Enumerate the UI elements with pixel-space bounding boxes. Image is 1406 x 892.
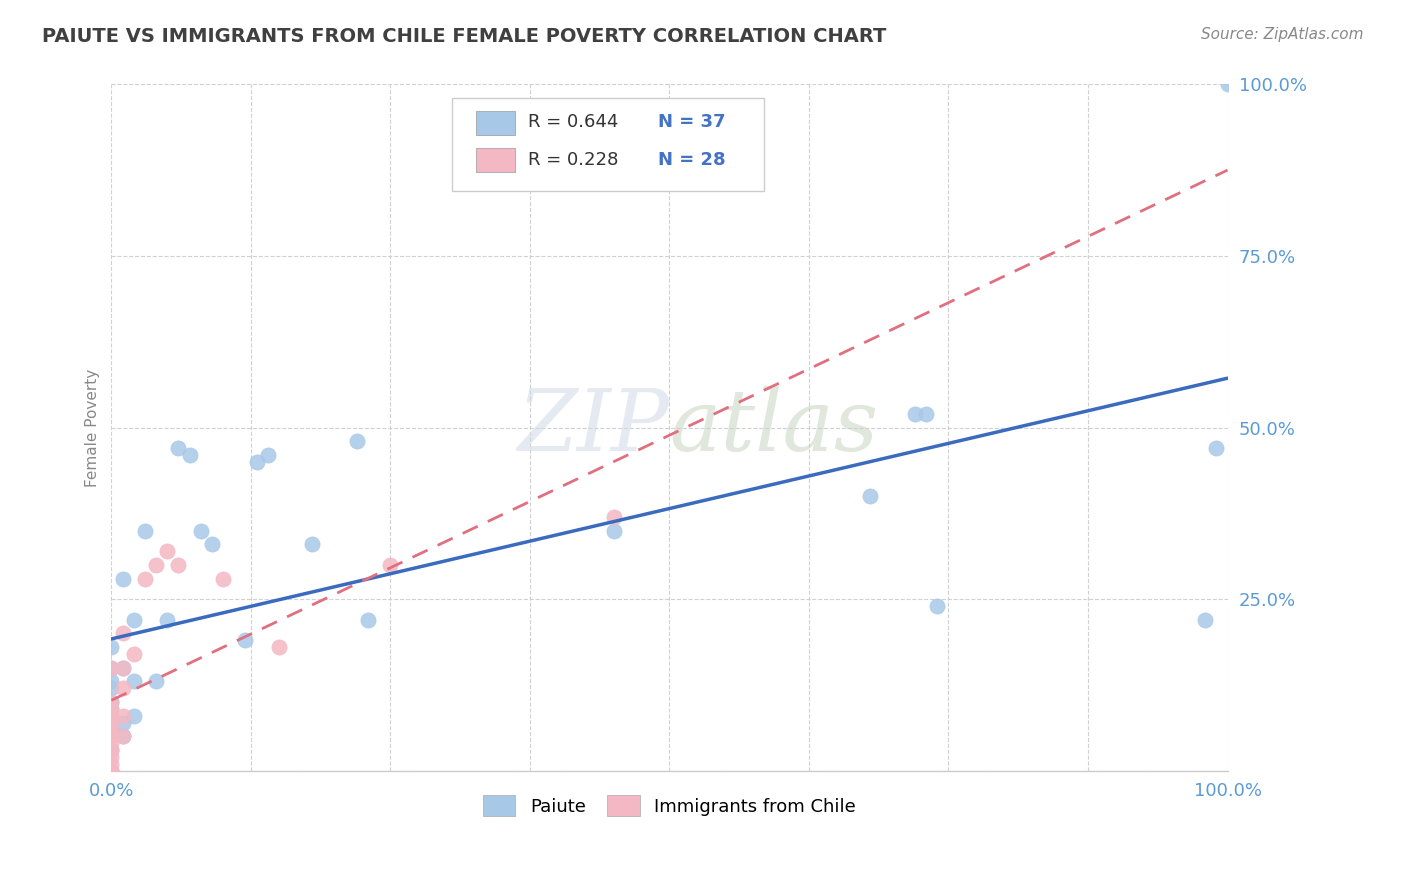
Bar (477, 148, 516, 172)
Point (100, 723, 122, 737)
Point (100, 702, 122, 716)
Point (111, 661, 134, 675)
Point (111, 708, 134, 723)
Point (346, 434, 368, 449)
Text: N = 28: N = 28 (658, 151, 725, 169)
Point (190, 524, 212, 538)
Text: atlas: atlas (669, 386, 879, 469)
Point (111, 715, 134, 730)
Point (100, 723, 122, 737)
Point (100, 715, 122, 730)
Point (156, 613, 179, 627)
Point (100, 708, 122, 723)
Point (100, 764, 122, 778)
Text: ZIP: ZIP (517, 386, 669, 469)
Point (111, 681, 134, 696)
FancyBboxPatch shape (451, 98, 765, 191)
Point (100, 661, 122, 675)
Point (245, 455, 267, 469)
Point (380, 558, 402, 572)
Point (100, 695, 122, 709)
Y-axis label: Female Poverty: Female Poverty (86, 368, 100, 487)
Point (167, 441, 190, 455)
Point (111, 626, 134, 640)
Point (122, 708, 145, 723)
Point (915, 407, 938, 421)
Point (111, 572, 134, 586)
Point (111, 730, 134, 744)
Point (100, 708, 122, 723)
Point (100, 743, 122, 757)
Legend: Paiute, Immigrants from Chile: Paiute, Immigrants from Chile (475, 789, 863, 823)
Point (145, 674, 167, 689)
Point (134, 524, 156, 538)
Point (233, 633, 256, 648)
Point (100, 764, 122, 778)
Point (111, 730, 134, 744)
Point (1216, 78, 1239, 92)
Point (122, 674, 145, 689)
Point (122, 613, 145, 627)
Point (602, 509, 624, 524)
Point (100, 674, 122, 689)
Point (100, 764, 122, 778)
Point (100, 695, 122, 709)
Point (134, 572, 156, 586)
Text: Source: ZipAtlas.com: Source: ZipAtlas.com (1201, 27, 1364, 42)
Point (357, 613, 380, 627)
Point (179, 448, 201, 462)
Point (100, 736, 122, 750)
Bar (477, 111, 516, 135)
Point (100, 640, 122, 655)
Point (145, 558, 167, 572)
Point (100, 743, 122, 757)
Point (100, 730, 122, 744)
Text: N = 37: N = 37 (658, 113, 725, 131)
Point (267, 640, 290, 655)
Point (1205, 441, 1227, 455)
Point (602, 524, 624, 538)
Point (212, 572, 235, 586)
Point (100, 702, 122, 716)
Text: R = 0.644: R = 0.644 (527, 113, 619, 131)
Point (100, 750, 122, 764)
Point (156, 544, 179, 558)
Text: R = 0.228: R = 0.228 (527, 151, 619, 169)
Point (256, 448, 278, 462)
Point (1194, 613, 1216, 627)
Point (201, 537, 224, 551)
Point (859, 489, 882, 503)
Point (100, 661, 122, 675)
Point (167, 558, 190, 572)
Point (301, 537, 323, 551)
Point (904, 407, 927, 421)
Point (100, 756, 122, 771)
Point (122, 647, 145, 661)
Point (100, 681, 122, 696)
Point (111, 661, 134, 675)
Point (927, 599, 949, 613)
Text: PAIUTE VS IMMIGRANTS FROM CHILE FEMALE POVERTY CORRELATION CHART: PAIUTE VS IMMIGRANTS FROM CHILE FEMALE P… (42, 27, 887, 45)
